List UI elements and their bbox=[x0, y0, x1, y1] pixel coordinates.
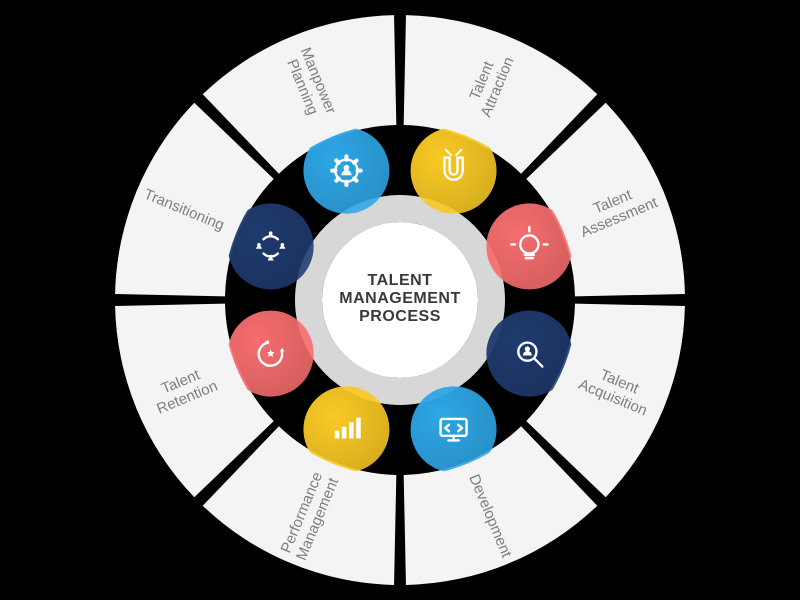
center-title: TALENT MANAGEMENT PROCESS bbox=[325, 272, 475, 326]
center-title-line-1: TALENT bbox=[325, 272, 475, 290]
center-title-line-3: PROCESS bbox=[325, 308, 475, 326]
center-title-line-2: MANAGEMENT bbox=[325, 290, 475, 308]
diagram-stage: TALENT MANAGEMENT PROCESS TalentAttracti… bbox=[0, 0, 800, 600]
gear-user-icon bbox=[332, 156, 361, 185]
